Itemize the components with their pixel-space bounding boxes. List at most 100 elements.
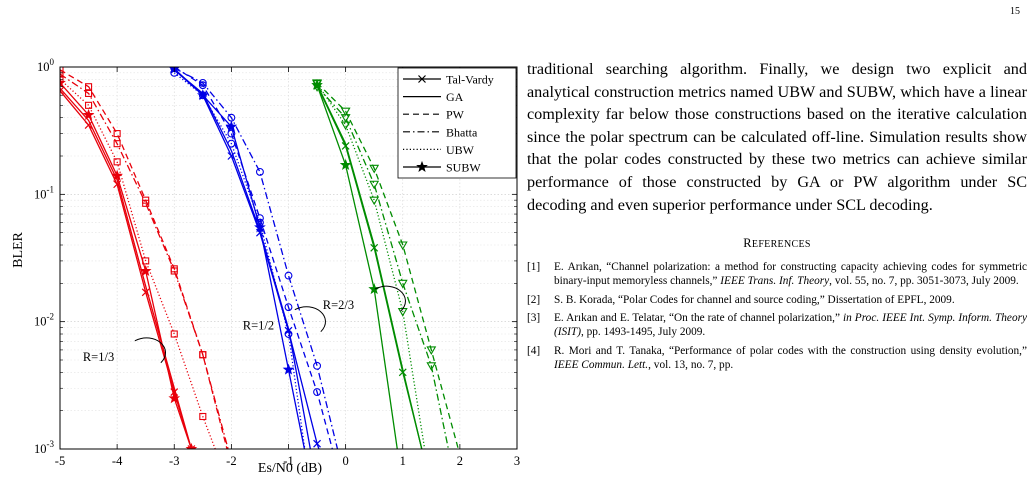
data-point xyxy=(426,346,437,356)
series-line-16 xyxy=(316,86,450,449)
chart-annotations: R=1/3 R=1/2 R=2/3 xyxy=(83,285,406,364)
series-line-8 xyxy=(173,69,312,449)
bler-chart: R=1/3 R=1/2 R=2/3 -5 -4 -3 -2 -1 0 1 2 3 100 10-1 10-… xyxy=(11,57,520,488)
data-point xyxy=(227,152,236,160)
data-point xyxy=(198,78,207,87)
data-point xyxy=(284,303,293,312)
reference-details: , vol. 13, no. 7, pp. xyxy=(648,358,734,371)
x-tick-label: 0 xyxy=(343,454,349,468)
reference-number: [3] xyxy=(527,312,541,325)
data-point xyxy=(113,158,121,166)
reference-list: [1] E. Arıkan, “Channel polarization: a m… xyxy=(527,260,1027,372)
data-point xyxy=(311,79,323,91)
data-point xyxy=(369,164,380,174)
x-tick-label: -5 xyxy=(55,454,65,468)
data-point xyxy=(339,158,352,170)
data-point xyxy=(142,257,150,265)
references-heading-rest: EFERENCES xyxy=(751,239,811,251)
reference-venue: IEEE Commun. Lett. xyxy=(554,358,649,371)
data-point xyxy=(198,81,207,90)
body-paragraph: traditional searching algorithm. Finally… xyxy=(527,60,1027,214)
data-point xyxy=(60,86,64,95)
data-point xyxy=(199,412,207,421)
legend-marker xyxy=(416,160,428,172)
data-point xyxy=(397,279,408,289)
data-point xyxy=(255,167,264,176)
y-tick-label: 100 xyxy=(37,57,55,74)
chart-markers xyxy=(60,67,458,488)
data-point xyxy=(282,363,295,375)
series-line-4 xyxy=(60,73,229,449)
data-point xyxy=(84,121,93,129)
data-point xyxy=(82,108,95,120)
data-point xyxy=(337,474,344,481)
legend-label: PW xyxy=(446,108,465,122)
x-tick-label: 2 xyxy=(457,454,463,468)
y-axis-label: BLER xyxy=(11,231,26,267)
reference-venue: in Proc. IEEE Int. Symp. Inform. Theory … xyxy=(554,312,1027,339)
rate-bracket xyxy=(134,337,167,364)
chart-ticks: -5 -4 -3 -2 -1 0 1 2 3 100 10-1 10-2 10-3 xyxy=(34,57,520,468)
reference-number: [1] xyxy=(527,261,541,274)
legend-box xyxy=(397,67,517,179)
y-tick-label: 10-2 xyxy=(34,312,54,329)
data-point xyxy=(370,243,379,252)
data-point xyxy=(139,264,152,276)
data-point xyxy=(85,83,93,91)
reference-text: R. Mori and T. Tanaka, “Performance of p… xyxy=(554,344,1027,357)
series-line-10 xyxy=(174,67,339,449)
reference-item: [1] E. Arıkan, “Channel polarization: a m… xyxy=(527,260,1027,289)
data-point xyxy=(196,89,209,101)
rate-label: R=1/3 xyxy=(83,350,114,364)
x-axis-label: Es/N0 (dB) xyxy=(258,461,323,476)
data-point xyxy=(187,445,196,449)
data-point xyxy=(398,482,408,488)
data-point xyxy=(369,180,380,190)
reference-item: [3] E. Arıkan and E. Telatar, “On the rat… xyxy=(527,311,1027,340)
reference-item: [4] R. Mori and T. Tanaka, “Performance o… xyxy=(527,344,1027,373)
data-point xyxy=(217,458,223,464)
data-point xyxy=(340,107,351,117)
y-tick-label: 10-3 xyxy=(34,439,54,456)
data-point xyxy=(428,484,435,488)
data-point xyxy=(340,114,351,123)
legend-marker xyxy=(418,75,426,83)
page-number: 15 xyxy=(1010,6,1020,17)
data-point xyxy=(113,140,121,148)
data-point xyxy=(397,241,408,251)
data-point xyxy=(60,76,66,88)
data-point xyxy=(113,130,121,138)
data-point xyxy=(450,474,458,481)
data-point xyxy=(113,180,122,189)
data-point xyxy=(254,221,266,233)
reference-item: [2] S. B. Korada, “Polar Codes for channe… xyxy=(527,293,1027,307)
data-point xyxy=(60,67,64,74)
data-point xyxy=(199,351,207,359)
data-point xyxy=(227,129,236,138)
rate-label: R=2/3 xyxy=(323,298,354,312)
data-point xyxy=(325,474,332,481)
data-point xyxy=(426,362,437,371)
x-tick-label: -3 xyxy=(169,454,179,468)
data-point xyxy=(225,120,238,132)
reference-text: E. Arıkan and E. Telatar, “On the rate o… xyxy=(554,312,843,325)
data-point xyxy=(168,392,181,404)
data-point xyxy=(185,442,198,449)
x-tick-label: 1 xyxy=(400,454,406,468)
reference-number: [2] xyxy=(527,293,541,306)
x-tick-label: 3 xyxy=(514,454,520,468)
references-heading-initial: R xyxy=(743,236,752,251)
series-line-9 xyxy=(173,67,334,449)
x-tick-label: -2 xyxy=(226,454,236,468)
rate-bracket xyxy=(294,306,326,333)
data-point xyxy=(422,452,430,459)
data-point xyxy=(302,451,309,458)
data-point xyxy=(340,121,351,131)
references-heading: REFERENCES xyxy=(527,236,1027,251)
data-point xyxy=(284,330,293,338)
data-point xyxy=(111,169,123,181)
series-line-7 xyxy=(173,69,320,449)
reference-venue: IEEE Trans. Inf. Theory xyxy=(720,275,830,288)
data-point xyxy=(284,271,293,280)
data-point xyxy=(342,479,349,486)
